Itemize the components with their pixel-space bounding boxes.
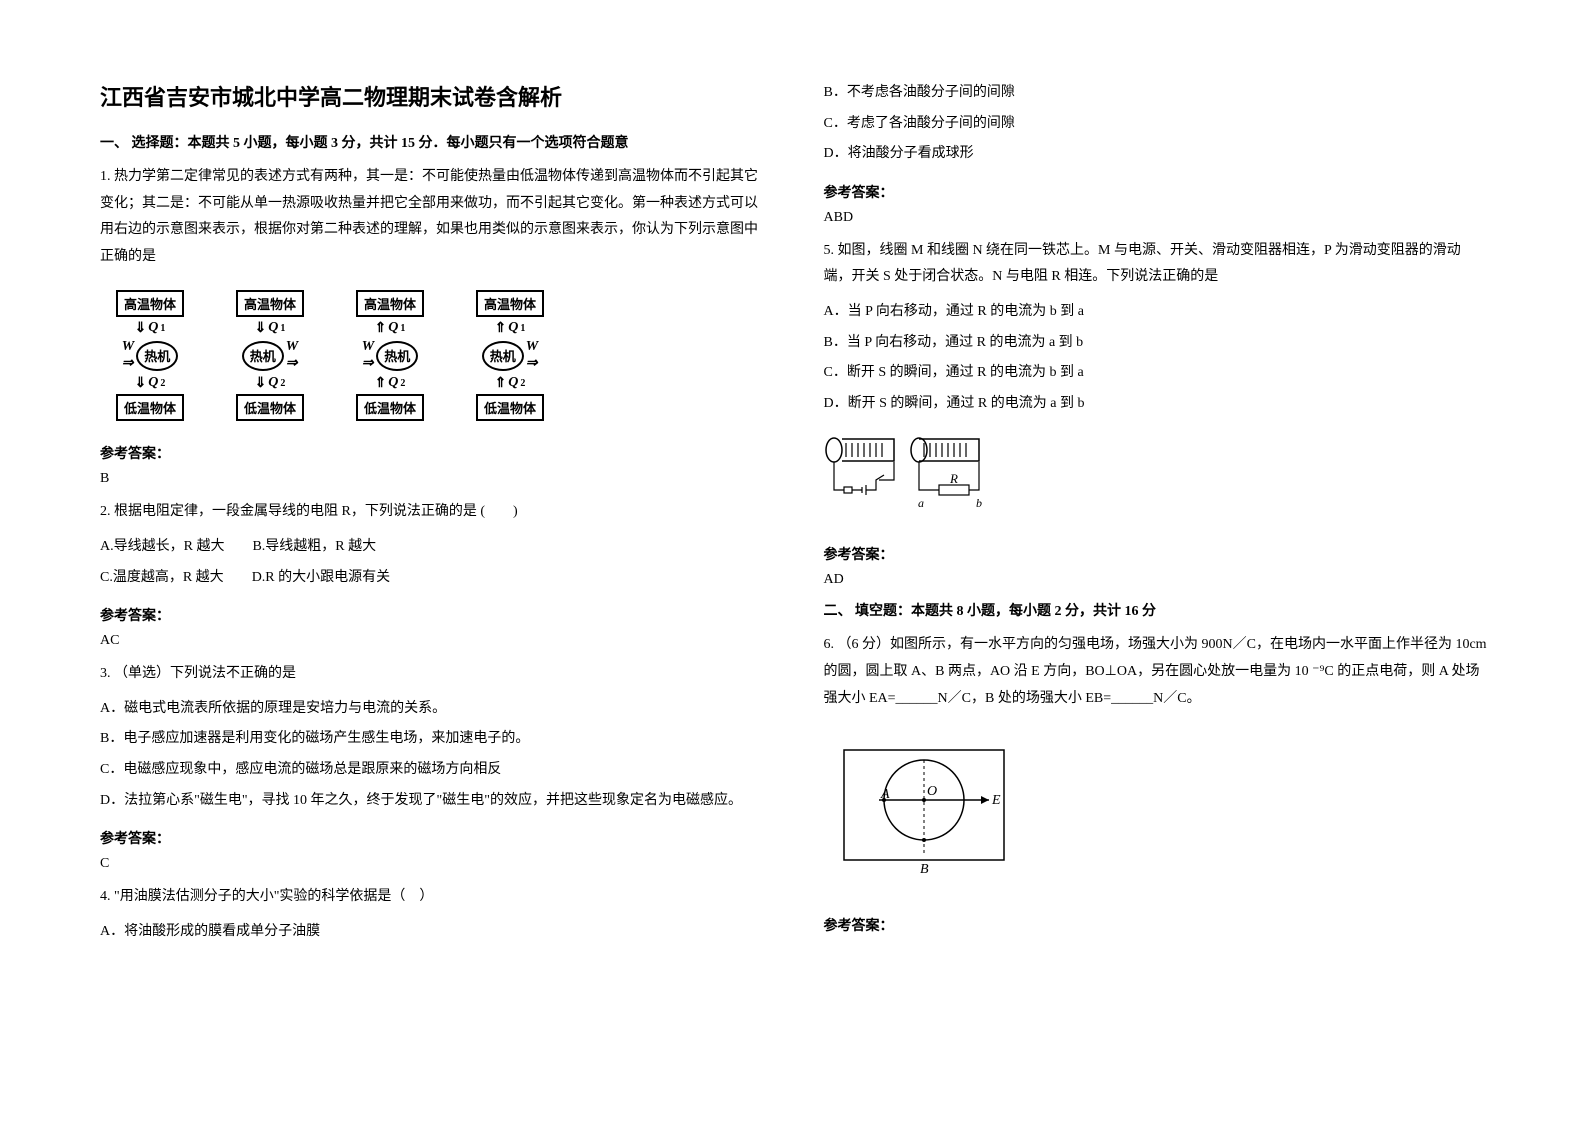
q2-answer: AC	[100, 633, 764, 649]
machine-row: W⇒ 热机	[362, 339, 418, 372]
machine-row: 热机 W⇒	[242, 339, 298, 372]
q2-text: 2. 根据电阻定律，一段金属导线的电阻 R，下列说法正确的是 ( )	[100, 499, 764, 526]
machine-circle: 热机	[136, 341, 178, 371]
q4-answer-label: 参考答案：	[824, 182, 1488, 202]
e-label: E	[991, 793, 1001, 808]
q1-answer: B	[100, 471, 764, 487]
w-label: W⇒	[286, 339, 298, 372]
q5-circuit-diagram: R a b	[824, 435, 1488, 520]
hot-box: 高温物体	[116, 290, 184, 317]
cold-box: 低温物体	[236, 394, 304, 421]
b-point: B	[920, 862, 929, 877]
q4-answer: ABD	[824, 210, 1488, 226]
diagram-a: 高温物体 ⇓ Q1 W⇒ 热机 ⇓ Q2 低温物体	[100, 290, 200, 421]
q3-text: 3. （单选）下列说法不正确的是	[100, 661, 764, 688]
q3-answer-label: 参考答案：	[100, 828, 764, 848]
hot-box: 高温物体	[236, 290, 304, 317]
machine-circle: 热机	[242, 341, 284, 371]
diagram-b: 高温物体 ⇓ Q1 热机 W⇒ ⇓ Q2 低温物体	[220, 290, 320, 421]
q3-opt-d: D．法拉第心系"磁生电"，寻找 10 年之久，终于发现了"磁生电"的效应，并把这…	[100, 788, 764, 815]
q4-text: 4. "用油膜法估测分子的大小"实验的科学依据是（ ）	[100, 884, 764, 911]
q2-answer-label: 参考答案：	[100, 605, 764, 625]
w-label: W⇒	[526, 339, 538, 372]
q4-opt-c: C．考虑了各油酸分子间的间隙	[824, 111, 1488, 138]
q3-opt-c: C．电磁感应现象中，感应电流的磁场总是跟原来的磁场方向相反	[100, 757, 764, 784]
a-label: a	[918, 496, 924, 510]
section-1-header: 一、 选择题：本题共 5 小题，每小题 3 分，共计 15 分．每小题只有一个选…	[100, 132, 764, 152]
q5-answer-label: 参考答案：	[824, 544, 1488, 564]
machine-row: W⇒ 热机	[122, 339, 178, 372]
arrow-q1: ⇑ Q1	[495, 317, 526, 339]
q5-opt-b: B．当 P 向右移动，通过 R 的电流为 a 到 b	[824, 330, 1488, 357]
q6-text: 6. （6 分）如图所示，有一水平方向的匀强电场，场强大小为 900N／C，在电…	[824, 632, 1488, 712]
cold-box: 低温物体	[476, 394, 544, 421]
left-column: 江西省吉安市城北中学高二物理期末试卷含解析 一、 选择题：本题共 5 小题，每小…	[100, 80, 764, 1082]
arrow-q2: ⇑ Q2	[495, 372, 526, 394]
cold-box: 低温物体	[116, 394, 184, 421]
q5-answer: AD	[824, 572, 1488, 588]
q4-opt-d: D．将油酸分子看成球形	[824, 141, 1488, 168]
q3-opt-a: A．磁电式电流表所依据的原理是安培力与电流的关系。	[100, 696, 764, 723]
q4-opt-b: B．不考虑各油酸分子间的间隙	[824, 80, 1488, 107]
diagram-d: 高温物体 ⇑ Q1 热机 W⇒ ⇑ Q2 低温物体	[460, 290, 560, 421]
q4-opt-a: A．将油酸形成的膜看成单分子油膜	[100, 919, 764, 946]
q1-text: 1. 热力学第二定律常见的表述方式有两种，其一是：不可能使热量由低温物体传递到高…	[100, 164, 764, 270]
document-title: 江西省吉安市城北中学高二物理期末试卷含解析	[100, 80, 764, 112]
b-label: b	[976, 496, 982, 510]
diagram-c: 高温物体 ⇑ Q1 W⇒ 热机 ⇑ Q2 低温物体	[340, 290, 440, 421]
w-label: W⇒	[362, 339, 374, 372]
machine-circle: 热机	[376, 341, 418, 371]
q6-answer-label: 参考答案：	[824, 915, 1488, 935]
machine-circle: 热机	[482, 341, 524, 371]
cold-box: 低温物体	[356, 394, 424, 421]
arrow-q1: ⇓ Q1	[135, 317, 166, 339]
hot-box: 高温物体	[356, 290, 424, 317]
arrow-q2: ⇑ Q2	[375, 372, 406, 394]
r-label: R	[949, 471, 958, 486]
arrow-q2: ⇓ Q2	[255, 372, 286, 394]
arrow-q1: ⇓ Q1	[255, 317, 286, 339]
o-point: O	[927, 784, 937, 799]
section-2-header: 二、 填空题：本题共 8 小题，每小题 2 分，共计 16 分	[824, 600, 1488, 620]
hot-box: 高温物体	[476, 290, 544, 317]
q6-field-diagram: A O E B	[824, 740, 1488, 885]
q5-opt-a: A．当 P 向右移动，通过 R 的电流为 b 到 a	[824, 299, 1488, 326]
q5-opt-d: D．断开 S 的瞬间，通过 R 的电流为 a 到 b	[824, 391, 1488, 418]
q1-answer-label: 参考答案：	[100, 443, 764, 463]
arrow-q2: ⇓ Q2	[135, 372, 166, 394]
q2-opts-cd: C.温度越高，R 越大 D.R 的大小跟电源有关	[100, 565, 764, 592]
q1-diagrams: 高温物体 ⇓ Q1 W⇒ 热机 ⇓ Q2 低温物体 高温物体 ⇓ Q1 热机 W…	[100, 290, 764, 421]
arrow-q1: ⇑ Q1	[375, 317, 406, 339]
machine-row: 热机 W⇒	[482, 339, 538, 372]
right-column: B．不考虑各油酸分子间的间隙 C．考虑了各油酸分子间的间隙 D．将油酸分子看成球…	[824, 80, 1488, 1082]
q2-opts-ab: A.导线越长，R 越大 B.导线越粗，R 越大	[100, 534, 764, 561]
q5-text: 5. 如图，线圈 M 和线圈 N 绕在同一铁芯上。M 与电源、开关、滑动变阻器相…	[824, 238, 1488, 291]
w-label: W⇒	[122, 339, 134, 372]
q3-answer: C	[100, 856, 764, 872]
q3-opt-b: B．电子感应加速器是利用变化的磁场产生感生电场，来加速电子的。	[100, 726, 764, 753]
q5-opt-c: C．断开 S 的瞬间，通过 R 的电流为 b 到 a	[824, 360, 1488, 387]
